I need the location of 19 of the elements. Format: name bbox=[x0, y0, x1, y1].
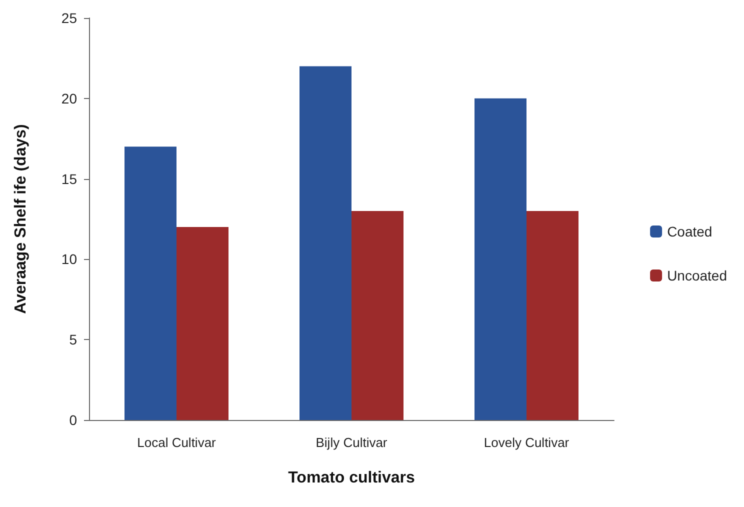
x-tick-label: Bijly Cultivar bbox=[316, 435, 388, 450]
bar bbox=[474, 98, 526, 420]
y-tick-label: 5 bbox=[69, 332, 78, 348]
y-tick-label: 15 bbox=[61, 170, 78, 187]
bar bbox=[124, 146, 176, 420]
bar bbox=[300, 66, 352, 420]
legend-label: Uncoated bbox=[667, 268, 728, 284]
legend-label: Coated bbox=[667, 224, 712, 240]
bar bbox=[352, 210, 404, 420]
y-tick-label: 10 bbox=[61, 251, 78, 268]
bar bbox=[176, 227, 228, 420]
x-tick-label: Lovely Cultivar bbox=[484, 435, 570, 450]
y-tick-label: 25 bbox=[61, 10, 78, 26]
y-axis-title: Averaage Shelf ife (days) bbox=[12, 124, 30, 314]
x-axis-title: Tomato cultivars bbox=[288, 470, 416, 486]
x-tick-label: Local Cultivar bbox=[137, 435, 217, 450]
y-tick-label: 20 bbox=[61, 90, 78, 106]
bar bbox=[526, 210, 578, 420]
y-tick-label: 0 bbox=[69, 412, 78, 428]
